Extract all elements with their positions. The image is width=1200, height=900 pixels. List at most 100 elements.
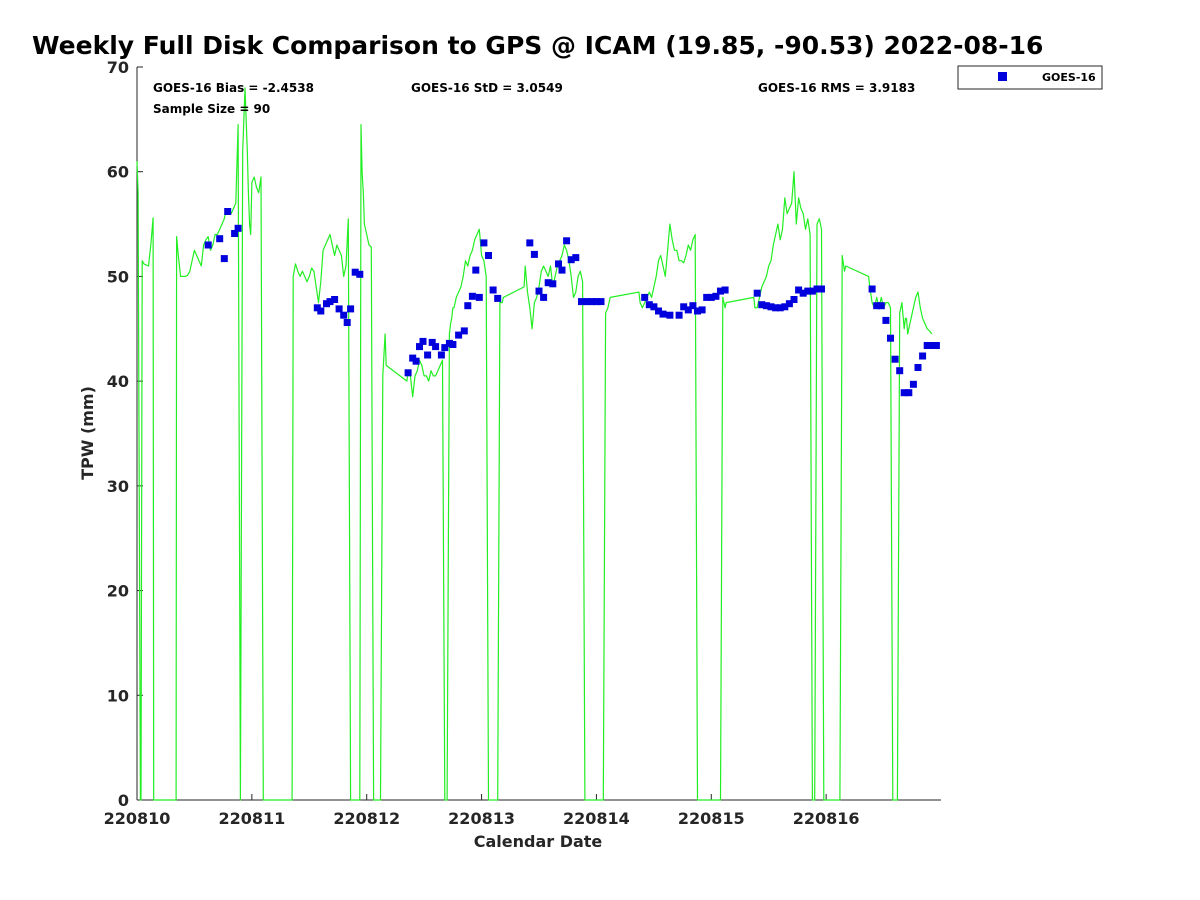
goes-16-point <box>331 296 339 303</box>
y-tick-label: 0 <box>118 791 129 810</box>
goes-16-point <box>567 256 575 264</box>
goes-16-point <box>572 254 580 262</box>
goes-16-point <box>335 305 343 313</box>
goes-16-point <box>891 355 899 363</box>
goes-16-point <box>404 369 412 377</box>
goes-16-point <box>808 287 816 295</box>
goes-16-point <box>419 337 427 345</box>
goes-16-point <box>588 298 596 306</box>
goes-16-point <box>416 343 423 351</box>
goes-16-point <box>224 208 232 215</box>
goes-16-point <box>326 298 334 306</box>
goes-16-point <box>772 304 780 312</box>
goes-16-point <box>480 239 488 247</box>
goes-16-point <box>666 311 674 319</box>
goes-16-point <box>776 304 784 312</box>
legend-box <box>957 65 1103 90</box>
goes-16-point <box>762 302 770 310</box>
x-tick-label: 220815 <box>678 809 745 828</box>
goes-16-point <box>680 303 688 311</box>
goes-16-point <box>650 303 658 311</box>
goes-16-point <box>721 286 729 294</box>
goes-16-point <box>441 344 449 352</box>
goes-16-point <box>234 224 242 232</box>
goes-16-point <box>781 303 789 311</box>
goes-16-point <box>703 293 711 301</box>
goes-16-point <box>900 389 908 397</box>
goes-16-point <box>914 364 922 371</box>
goes-16-point <box>468 292 476 300</box>
goes-16-point <box>717 287 724 295</box>
y-axis-label: TPW (mm) <box>78 386 97 480</box>
x-axis-label: Calendar Date <box>474 832 603 851</box>
legend: GOES-16 <box>957 65 1103 90</box>
goes-16-point <box>877 302 885 310</box>
goes-16-point <box>347 305 355 313</box>
y-tick-label: 40 <box>107 372 129 391</box>
goes-16-point <box>795 286 803 294</box>
goes-16-point <box>544 279 552 287</box>
goes-16-point <box>549 280 557 288</box>
plot-area <box>136 67 941 801</box>
goes-16-point <box>790 296 798 303</box>
x-tick-label: 220810 <box>104 809 171 828</box>
goes-16-point <box>428 338 436 346</box>
goes-16-point <box>464 302 472 310</box>
goes-16-point <box>868 285 876 293</box>
goes-16-point <box>340 311 348 319</box>
legend-marker-goes-16 <box>998 72 1007 81</box>
goes-16-point <box>932 342 940 349</box>
goes-16-point <box>818 285 825 293</box>
x-tick-label: 220811 <box>218 809 285 828</box>
chart-title: Weekly Full Disk Comparison to GPS @ ICA… <box>32 31 1043 60</box>
goes-16-point <box>923 342 931 349</box>
goes-16-point <box>785 300 793 308</box>
goes-16-point <box>799 289 807 297</box>
goes-16-point <box>909 380 917 388</box>
x-tick-label: 220813 <box>448 809 515 828</box>
goes-16-point <box>437 351 445 359</box>
goes-16-point <box>231 230 239 237</box>
goes-16-point <box>578 298 585 306</box>
goes-16-point <box>659 310 667 318</box>
goes-16-point <box>489 286 497 294</box>
goes-16-point <box>216 235 224 243</box>
goes-16-point <box>530 250 538 258</box>
x-axis-ticks: 220810 220811 220812 220813 220814 220815 2208… <box>104 794 860 828</box>
goes-16-point <box>220 255 228 263</box>
gps-series <box>136 87 933 801</box>
y-tick-label: 30 <box>107 477 129 496</box>
goes-16-point <box>460 327 468 335</box>
goes-16-point <box>767 303 775 311</box>
y-axis-ticks: 0 10 20 30 40 50 60 70 <box>107 58 143 810</box>
goes-16-point <box>412 357 420 365</box>
goes-16-point <box>684 306 692 314</box>
goes-16-point <box>558 266 566 274</box>
goes-16-point <box>449 341 457 348</box>
x-tick-label: 220816 <box>793 809 860 828</box>
goes-16-point <box>343 319 351 326</box>
goes-16-point <box>424 351 432 359</box>
goes-16-point <box>472 266 480 274</box>
goes-16-point <box>753 289 761 297</box>
goes-16-point <box>356 270 364 278</box>
goes-16-point <box>655 307 662 315</box>
x-tick-label: 220812 <box>333 809 400 828</box>
sample-size-stat: Sample Size = 90 <box>153 102 270 116</box>
goes-16-point <box>555 260 562 268</box>
goes-16-point <box>694 307 701 315</box>
goes-16-point <box>592 298 600 306</box>
gps-tpw-line <box>136 87 933 801</box>
bias-stat: GOES-16 Bias = -2.4538 <box>153 81 314 95</box>
goes-16-point <box>698 306 706 314</box>
goes-16-point <box>583 298 591 306</box>
goes-16-point <box>432 343 440 351</box>
std-stat: GOES-16 StD = 3.0549 <box>411 81 563 95</box>
goes-16-point <box>905 389 913 397</box>
y-tick-label: 20 <box>107 582 129 601</box>
y-tick-label: 60 <box>107 163 129 182</box>
legend-label-goes-16: GOES-16 <box>1042 71 1096 84</box>
rms-stat: GOES-16 RMS = 3.9183 <box>758 81 915 95</box>
goes-16-point <box>485 252 492 259</box>
